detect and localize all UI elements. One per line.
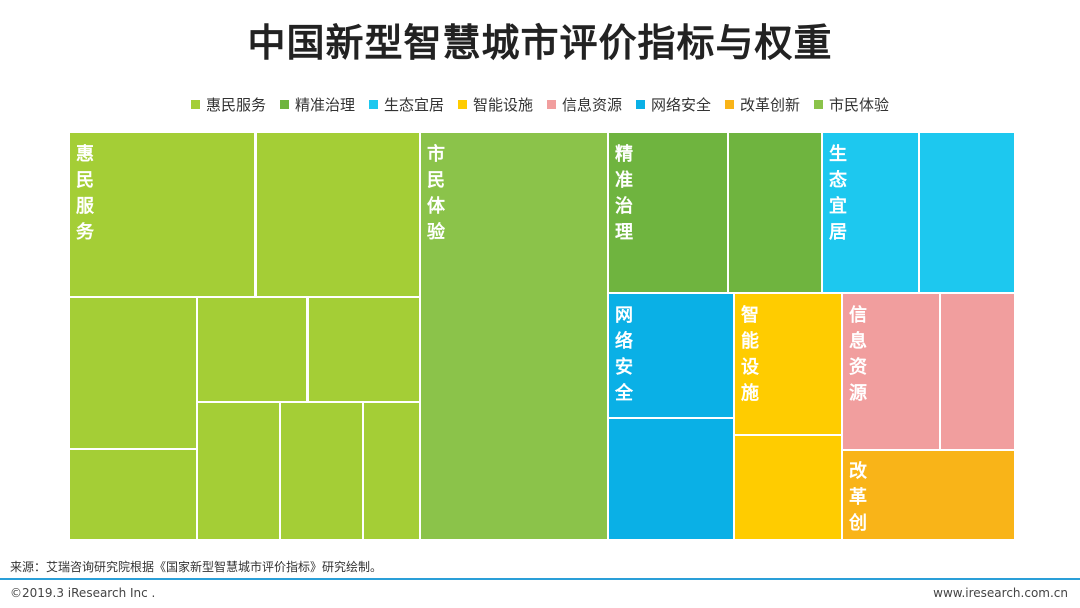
treemap-cell	[941, 294, 1014, 449]
legend-label: 市民体验	[829, 96, 890, 114]
treemap-cell	[735, 294, 841, 434]
group-label: 信息资源	[849, 305, 867, 404]
legend-item: 市民体验	[814, 94, 889, 115]
legend-item: 惠民服务	[190, 94, 266, 115]
legend-item: 改革创新	[725, 94, 800, 115]
treemap-cell	[281, 403, 362, 539]
legend-swatch	[636, 100, 646, 109]
treemap-cell	[735, 436, 841, 539]
group-label: 市民体验	[427, 144, 445, 243]
legend-label: 精准治理	[294, 96, 355, 114]
treemap-cell	[823, 133, 918, 292]
treemap-cell	[70, 133, 254, 296]
group-label: 智能设施	[741, 305, 759, 404]
group-label: 改革创新	[849, 461, 867, 560]
legend-label: 改革创新	[740, 96, 801, 114]
website-link[interactable]: www.iresearch.com.cn	[933, 586, 1068, 600]
legend-swatch	[814, 100, 824, 109]
legend-label: 智能设施	[472, 96, 533, 114]
legend-swatch	[368, 100, 378, 109]
legend-label: 信息资源	[562, 96, 623, 114]
legend-swatch	[547, 100, 556, 109]
treemap-cell	[421, 133, 607, 539]
group-label: 网络安全	[615, 305, 633, 404]
legend-item: 精准治理	[279, 94, 355, 115]
legend-item: 智能设施	[457, 94, 533, 115]
legend-swatch	[190, 100, 200, 109]
legend-swatch	[457, 100, 467, 109]
treemap-cell	[843, 451, 1014, 539]
treemap-cell	[198, 298, 306, 401]
treemap-cell	[729, 133, 821, 292]
treemap-cell	[198, 403, 279, 539]
copyright: ©2019.3 iResearch Inc .	[10, 586, 156, 600]
legend-label: 惠民服务	[205, 96, 266, 114]
treemap-cell	[843, 294, 939, 449]
legend-label: 网络安全	[651, 96, 712, 114]
treemap-cell	[609, 294, 733, 417]
group-label: 惠民服务	[76, 144, 94, 243]
legend-item: 网络安全	[636, 94, 711, 115]
treemap-cell	[609, 419, 733, 539]
group-label: 生态宜居	[829, 144, 847, 243]
footer-divider	[0, 578, 1080, 580]
treemap-cell	[309, 298, 419, 401]
treemap-cell	[364, 403, 419, 539]
treemap-cell	[920, 133, 1014, 292]
legend-item: 信息资源	[547, 94, 622, 115]
group-label: 精准治理	[615, 144, 633, 243]
chart-title: 中国新型智慧城市评价指标与权重	[247, 21, 833, 65]
source-note: 来源：艾瑞咨询研究院根据《国家新型智慧城市评价指标》研究绘制。	[10, 560, 383, 574]
treemap-cell	[257, 133, 419, 296]
treemap-cell	[70, 450, 196, 539]
treemap-cell	[609, 133, 727, 292]
legend-label: 生态宜居	[383, 96, 444, 114]
legend: 惠民服务 精准治理 生态宜居 智能设施 信息资源 网络安全 改革创新 市民体验	[0, 94, 1080, 115]
treemap-cell	[70, 298, 196, 448]
legend-item: 生态宜居	[368, 94, 444, 115]
legend-swatch	[279, 100, 289, 109]
legend-swatch	[725, 100, 735, 109]
